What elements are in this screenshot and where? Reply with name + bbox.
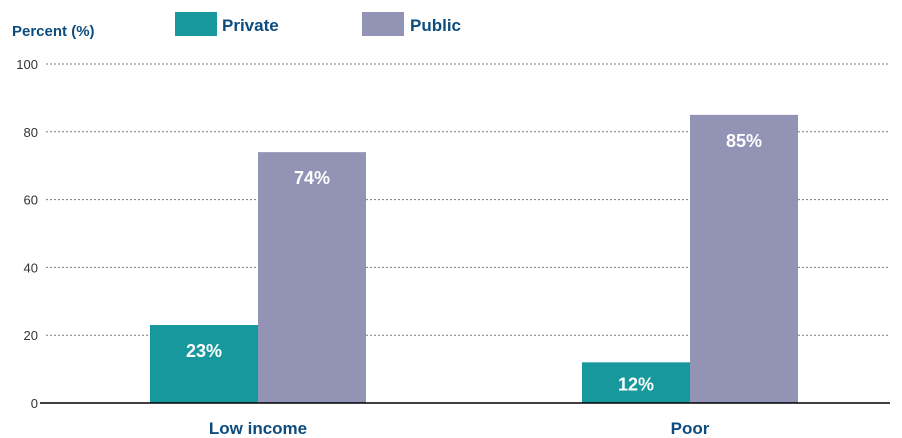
legend: Private Public (175, 12, 461, 36)
y-tick-label: 40 (24, 260, 38, 275)
y-axis-ticks: 0 20 40 60 80 100 (16, 57, 38, 411)
y-axis-label: Percent (%) (12, 23, 95, 40)
x-category-poor: Poor (671, 419, 710, 438)
bars (150, 114, 798, 403)
bar-labels: 23% 74% 12% 85% (186, 131, 762, 395)
bar-public-low-income (258, 152, 366, 403)
legend-label-public: Public (410, 16, 461, 35)
x-category-low-income: Low income (209, 419, 307, 438)
y-tick-label: 60 (24, 193, 38, 208)
y-tick-label: 20 (24, 328, 38, 343)
bar-private-low-income (150, 325, 258, 403)
y-tick-label: 80 (24, 125, 38, 140)
bar-private-poor (582, 362, 690, 403)
bar-public-poor (690, 114, 798, 403)
bar-value-label: 85% (726, 131, 762, 151)
legend-swatch-private (175, 12, 217, 36)
legend-swatch-public (362, 12, 404, 36)
y-tick-label: 100 (16, 57, 38, 72)
bar-value-label: 12% (618, 375, 654, 395)
legend-label-private: Private (222, 16, 279, 35)
bar-value-label: 74% (294, 168, 330, 188)
y-tick-label: 0 (31, 396, 38, 411)
bar-value-label: 23% (186, 341, 222, 361)
